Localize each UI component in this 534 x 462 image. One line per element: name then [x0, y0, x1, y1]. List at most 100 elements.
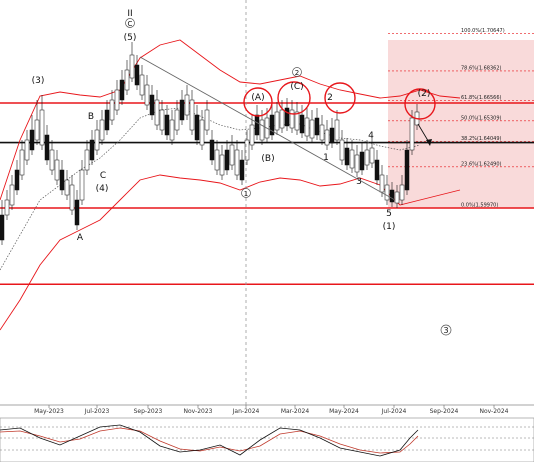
- candle-body: [394, 191, 400, 204]
- wave-label: C: [128, 20, 133, 28]
- candle-body: [124, 69, 130, 91]
- wave-label: A: [77, 233, 84, 243]
- fib-label: 38.2%(1.64049): [461, 136, 502, 142]
- x-tick-label: Jul-2023: [84, 408, 110, 415]
- highlight-circle: [324, 82, 356, 114]
- candle-body: [59, 169, 65, 191]
- wave-label: 2: [295, 69, 299, 77]
- candle-body: [339, 139, 345, 161]
- candle-body: [34, 119, 40, 141]
- wave-label: (5): [124, 33, 137, 43]
- wave-circle: [440, 324, 452, 336]
- candle-body: [199, 119, 205, 146]
- fib-label: 50.0%(1.65309): [461, 115, 502, 121]
- candle-body: [94, 129, 100, 151]
- x-tick-label: May-2023: [34, 408, 64, 415]
- x-tick-label: Jan-2024: [232, 408, 260, 415]
- candlesticks: [0, 42, 420, 245]
- wave-label: C: [100, 171, 106, 181]
- candle-body: [194, 114, 200, 141]
- candle-body: [224, 149, 230, 171]
- candle-body: [374, 159, 380, 181]
- candle-body: [304, 117, 310, 137]
- candle-body: [344, 147, 350, 166]
- candle-body: [244, 139, 250, 161]
- candle-body: [289, 109, 295, 129]
- candle-body: [84, 149, 90, 171]
- candle-body: [159, 109, 165, 131]
- candle-body: [109, 99, 115, 121]
- candle-body: [219, 154, 225, 176]
- candle-body: [14, 169, 20, 191]
- x-tick-label: May-2024: [329, 408, 359, 415]
- x-tick-label: Sep-2023: [134, 408, 163, 415]
- candle-body: [314, 117, 320, 136]
- trendline: [139, 56, 396, 201]
- candle-body: [164, 114, 170, 136]
- candle-body: [324, 129, 330, 146]
- fib-labels: 100.0%(1.70647) 78.6%(1.68362) 61.8%(1.665…: [461, 28, 505, 208]
- oscillator-slow-line: [0, 427, 419, 454]
- candle-body: [404, 149, 410, 191]
- candle-body: [229, 144, 235, 166]
- candle-body: [379, 174, 385, 193]
- candle-body: [39, 109, 45, 146]
- down-arrow-icon: [417, 123, 432, 146]
- candle-body: [184, 94, 190, 116]
- candle-body: [44, 134, 50, 161]
- fib-label: 0.0%(1.59970): [461, 203, 498, 209]
- candle-body: [0, 214, 5, 241]
- wave-label: (3): [32, 76, 45, 86]
- oscillator-panel: [0, 417, 534, 462]
- oscillator-fast-line: [0, 424, 419, 457]
- wave-label: (B): [261, 154, 274, 164]
- candle-body: [214, 149, 220, 171]
- candle-body: [19, 149, 25, 176]
- candle-body: [119, 79, 125, 101]
- candle-body: [89, 139, 95, 161]
- candle-body: [254, 114, 260, 136]
- candle-body: [9, 184, 15, 206]
- candle-body: [179, 99, 185, 121]
- candle-body: [104, 109, 110, 131]
- candle-body: [139, 74, 145, 96]
- candle-body: [349, 149, 355, 169]
- wave-label: B: [88, 112, 94, 122]
- x-axis-ticks: May-2023 Jul-2023 Sep-2023 Nov-2023 Jan-2024…: [34, 405, 509, 415]
- wave-label: (2): [418, 89, 431, 99]
- wave-label: 2: [327, 93, 333, 103]
- candle-body: [279, 109, 285, 129]
- candle-body: [384, 184, 390, 201]
- fib-label: 23.6%(1.62490): [461, 161, 502, 167]
- candle-body: [389, 189, 395, 203]
- candle-body: [129, 54, 135, 79]
- candle-body: [54, 159, 60, 181]
- bollinger-upper: [0, 39, 461, 201]
- fib-label: 78.6%(1.68362): [461, 65, 502, 71]
- candle-body: [329, 127, 335, 144]
- candle-body: [354, 154, 360, 173]
- candle-body: [299, 114, 305, 134]
- wave-circle: [292, 67, 302, 77]
- candle-body: [149, 94, 155, 116]
- x-tick-label: Nov-2023: [184, 408, 213, 415]
- candle-body: [409, 117, 415, 151]
- candle-body: [74, 199, 80, 226]
- wave-label: (4): [96, 184, 109, 194]
- candle-body: [319, 124, 325, 141]
- candle-body: [79, 169, 85, 201]
- candle-body: [99, 119, 105, 141]
- x-tick-label: Jul-2024: [381, 408, 407, 415]
- candle-body: [259, 119, 265, 141]
- candle-body: [29, 129, 35, 151]
- candle-body: [269, 114, 275, 136]
- wave-label: 4: [368, 131, 374, 141]
- candle-body: [234, 149, 240, 176]
- wave-label: (A): [251, 93, 264, 103]
- x-tick-label: Mar-2024: [281, 408, 310, 415]
- candle-body: [369, 147, 375, 164]
- candle-body: [334, 119, 340, 141]
- candle-body: [239, 159, 245, 181]
- candle-body: [274, 111, 280, 131]
